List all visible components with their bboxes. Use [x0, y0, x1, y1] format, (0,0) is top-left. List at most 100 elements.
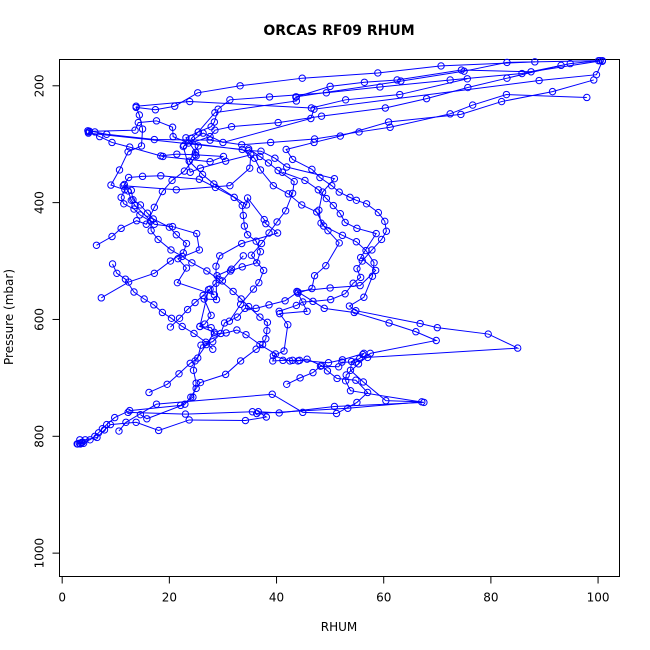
data-point — [195, 175, 204, 183]
data-point — [216, 252, 224, 260]
data-point — [76, 440, 85, 448]
data-point — [214, 105, 222, 113]
profile-series — [278, 168, 380, 296]
data-point — [322, 194, 331, 203]
series-line — [170, 255, 244, 328]
data-point — [535, 76, 543, 85]
data-point — [324, 226, 332, 235]
x-axis: 0 20 40 60 80 100 — [58, 576, 610, 605]
data-point — [385, 319, 393, 327]
data-point — [296, 374, 304, 382]
data-point — [256, 313, 264, 321]
data-point — [192, 379, 200, 387]
data-point — [207, 311, 215, 320]
data-point — [457, 110, 465, 119]
data-point — [196, 322, 204, 331]
data-point — [183, 305, 192, 314]
data-point — [192, 384, 200, 393]
data-point — [108, 260, 117, 268]
y-tick-label: 600 — [33, 308, 47, 331]
data-point — [252, 237, 260, 245]
data-point — [242, 201, 251, 209]
data-point — [371, 266, 380, 275]
data-point — [175, 314, 184, 322]
data-point — [322, 262, 330, 270]
data-point — [310, 271, 319, 280]
data-point — [167, 314, 176, 322]
data-point — [120, 200, 128, 208]
data-point — [244, 145, 253, 153]
data-point — [243, 194, 252, 202]
profile-series — [92, 56, 603, 249]
data-point — [497, 97, 506, 106]
data-point — [265, 93, 274, 101]
data-point — [124, 148, 132, 156]
data-point — [194, 142, 202, 150]
data-point — [352, 307, 360, 315]
data-point — [244, 302, 253, 311]
data-point — [137, 142, 146, 150]
data-point — [335, 239, 343, 247]
data-point — [91, 128, 99, 136]
data-point — [221, 157, 230, 165]
data-point — [271, 350, 280, 358]
data-point — [163, 380, 171, 388]
data-point — [313, 208, 321, 216]
data-point — [284, 321, 292, 329]
data-point — [157, 172, 165, 180]
series-line — [296, 60, 603, 98]
series-line — [228, 148, 295, 322]
profile-series — [108, 260, 217, 353]
data-point — [206, 158, 214, 166]
data-point — [136, 410, 145, 419]
data-point — [158, 308, 167, 317]
data-point — [182, 134, 190, 142]
data-point — [226, 96, 234, 104]
data-point — [230, 193, 238, 202]
data-point — [188, 259, 196, 267]
data-point — [191, 151, 199, 159]
data-point — [150, 301, 158, 309]
data-point — [138, 172, 147, 181]
data-point — [243, 231, 252, 239]
data-point — [140, 295, 148, 303]
data-point — [180, 141, 188, 150]
data-point — [318, 188, 327, 196]
profile-series — [166, 252, 248, 331]
data-point — [236, 82, 244, 90]
data-point — [248, 408, 257, 416]
data-point — [393, 76, 401, 84]
data-point — [281, 297, 289, 305]
data-point — [255, 278, 263, 287]
profile-series — [292, 56, 607, 101]
data-point — [92, 241, 101, 249]
data-point — [180, 167, 189, 175]
data-point — [264, 159, 273, 167]
data-point — [256, 166, 265, 174]
data-point — [130, 205, 138, 213]
data-point — [132, 418, 140, 426]
data-point — [326, 284, 334, 292]
data-point — [366, 349, 375, 358]
data-point — [324, 358, 333, 367]
data-point — [206, 132, 214, 141]
data-point — [346, 193, 354, 202]
data-point — [122, 418, 130, 426]
data-point — [182, 239, 191, 248]
data-point — [136, 211, 144, 219]
profile-series — [84, 128, 228, 166]
data-point — [212, 279, 220, 287]
data-point — [199, 291, 207, 300]
data-point — [191, 298, 199, 307]
data-point — [347, 357, 356, 366]
data-point — [274, 166, 282, 175]
data-point — [362, 200, 371, 208]
profile-series — [180, 61, 565, 150]
profile-series — [225, 145, 298, 325]
data-point — [207, 323, 215, 332]
data-point — [557, 61, 565, 70]
data-point — [252, 304, 260, 313]
data-point — [310, 138, 318, 147]
data-point — [237, 295, 245, 303]
data-point — [368, 246, 376, 254]
